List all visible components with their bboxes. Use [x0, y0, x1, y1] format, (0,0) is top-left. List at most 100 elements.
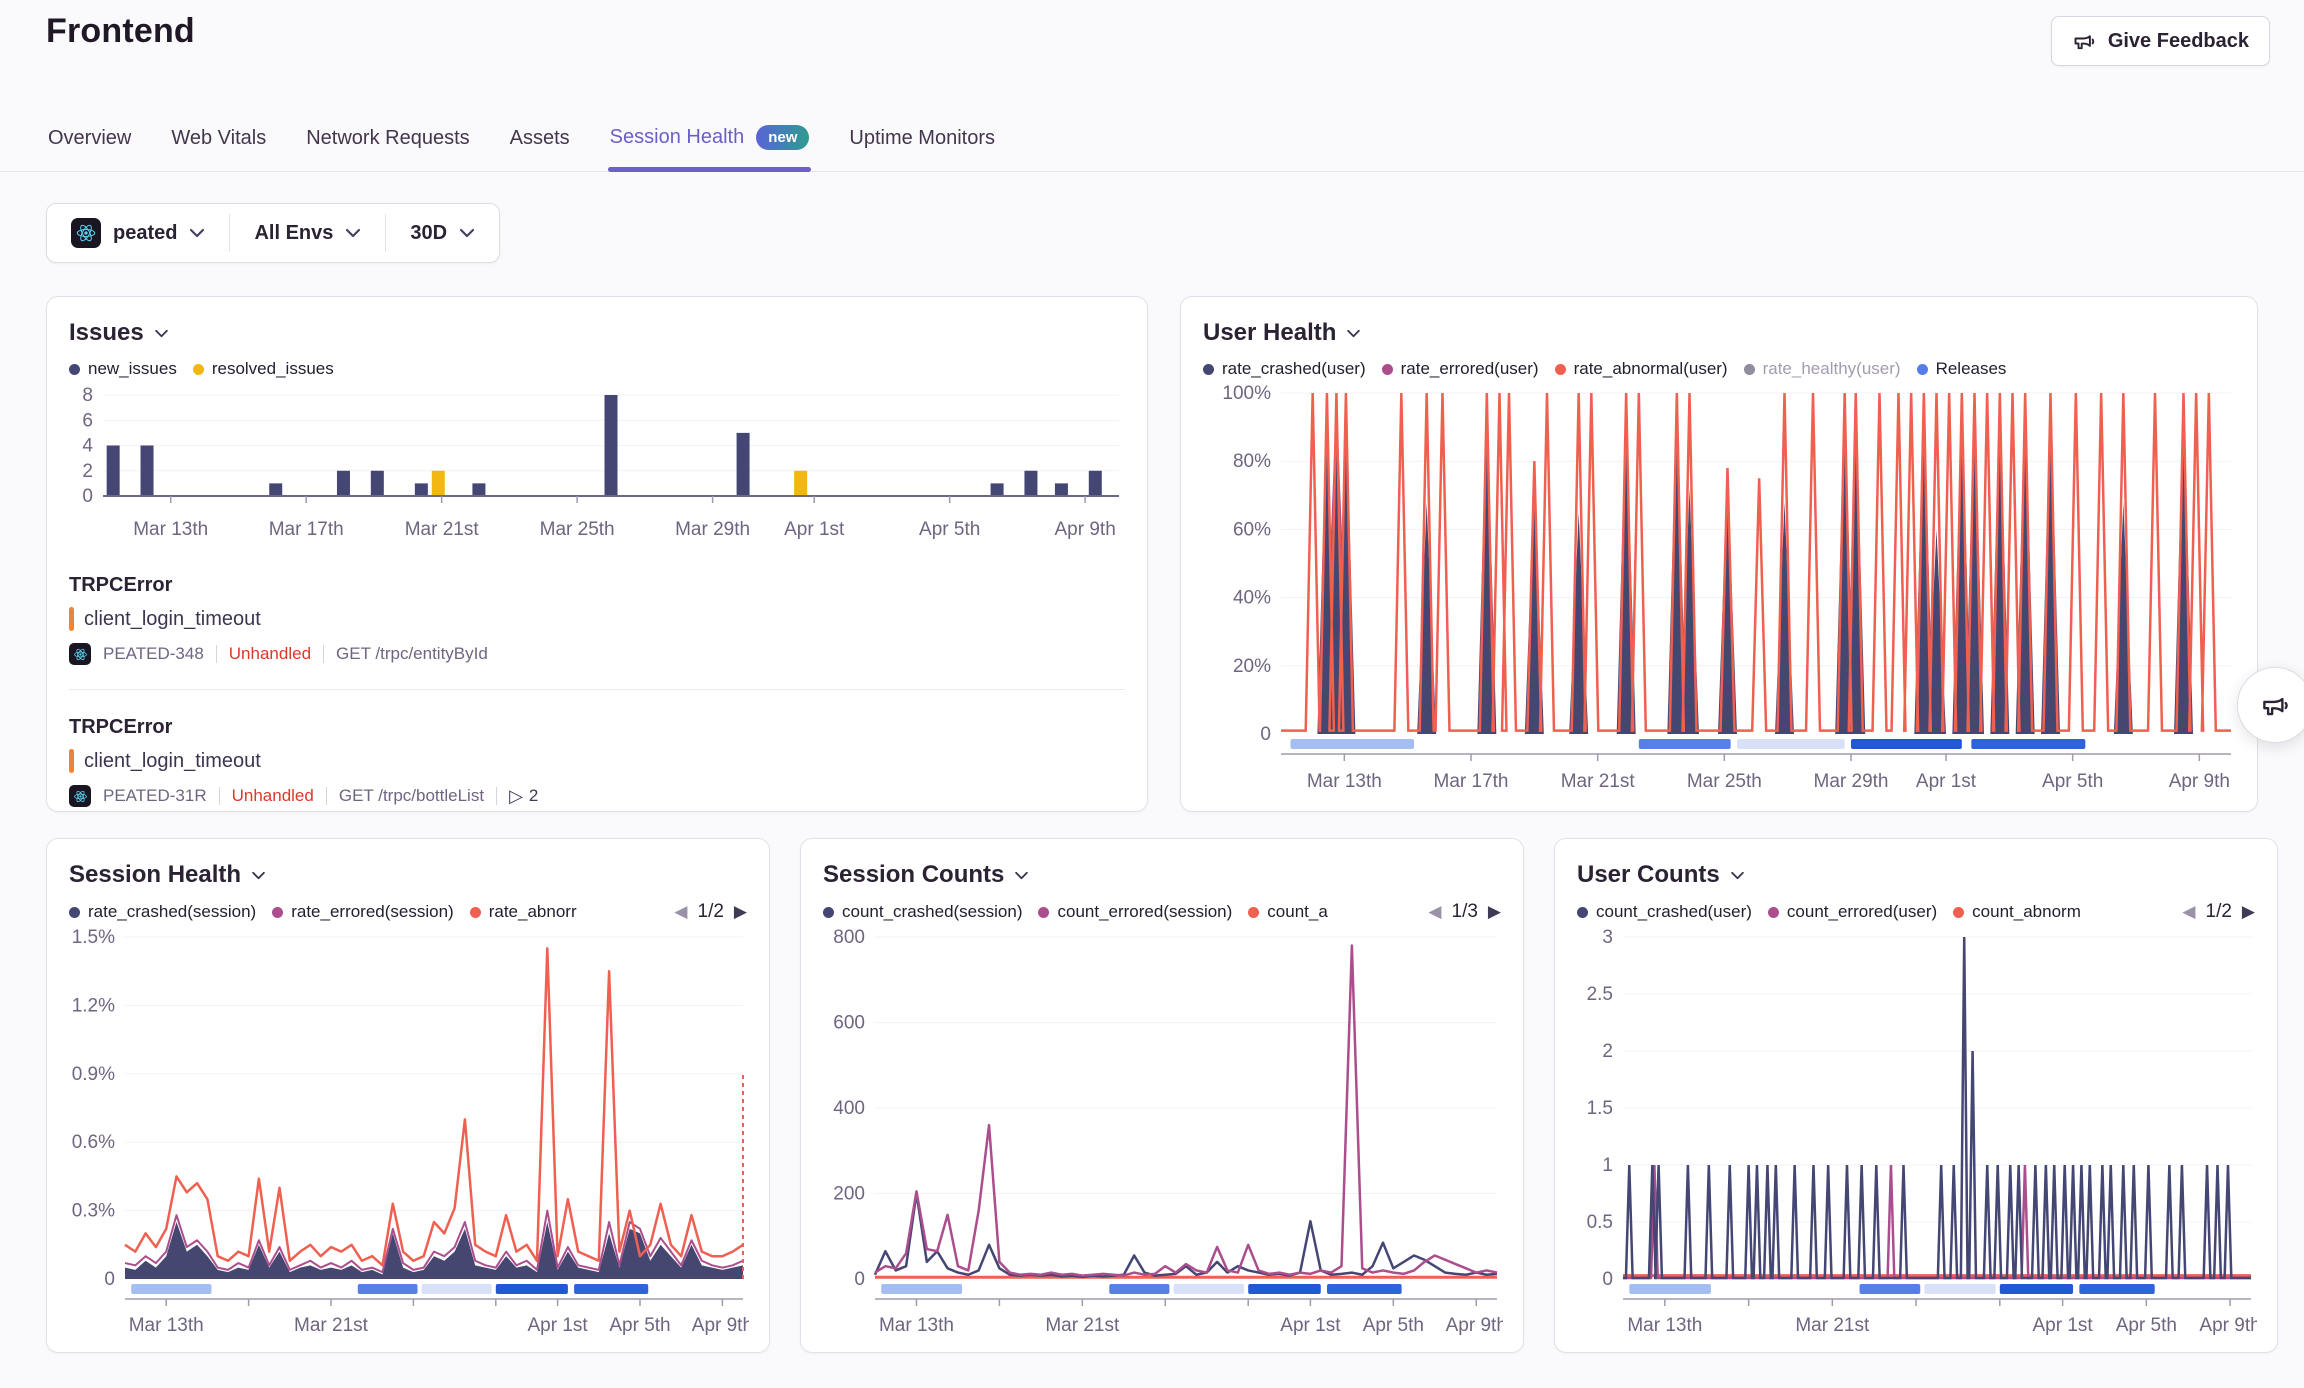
give-feedback-button[interactable]: Give Feedback [2050, 16, 2270, 66]
tab-overview[interactable]: Overview [46, 127, 133, 171]
session-counts-chart[interactable]: 0 200 400 600 800 Mar 13th Mar 21st Apr 1st Apr … [823, 927, 1503, 1339]
issue-culprit: client_login_timeout [84, 607, 261, 630]
legend-item-rate-abnormal-user[interactable]: rate_abnormal(user) [1554, 359, 1728, 379]
issue-transaction: GET /trpc/bottleList [338, 786, 485, 805]
unhandled-tag: Unhandled [228, 644, 312, 663]
svg-text:0: 0 [1260, 724, 1271, 745]
user-counts-title-dropdown[interactable]: User Counts [1577, 861, 1745, 889]
legend-label: count_a [1267, 902, 1328, 921]
legend-item-rate-abnormal-session[interactable]: rate_abnorr [469, 902, 577, 922]
svg-text:Apr 5th: Apr 5th [1363, 1315, 1424, 1336]
floating-feedback-button[interactable] [2237, 667, 2304, 743]
svg-text:Apr 9th: Apr 9th [1446, 1315, 1503, 1336]
svg-text:6: 6 [82, 410, 93, 431]
legend-pager-next[interactable]: ▶ [1487, 902, 1501, 921]
meta-divider [325, 787, 327, 805]
legend-label: rate_crashed(session) [88, 902, 257, 921]
legend-item-rate-errored-session[interactable]: rate_errored(session) [272, 902, 454, 922]
svg-text:Mar 21st: Mar 21st [1561, 771, 1636, 792]
legend-label: count_crashed(session) [842, 902, 1023, 921]
legend-pager: ◀ 1/3 ▶ [1428, 901, 1501, 923]
svg-text:Apr 9th: Apr 9th [1055, 519, 1116, 540]
issue-culprit-row: client_login_timeout [69, 749, 1125, 773]
session-health-panel: Session Health rate_crashed(session) rat… [46, 838, 770, 1353]
session-health-title-dropdown[interactable]: Session Health [69, 861, 266, 889]
legend-pager-next[interactable]: ▶ [2241, 902, 2255, 921]
svg-text:Mar 13th: Mar 13th [879, 1315, 954, 1336]
svg-text:Apr 9th: Apr 9th [692, 1315, 749, 1336]
issue-title-link[interactable]: TRPCError [69, 716, 173, 738]
user-health-chart[interactable]: 0 20% 40% 60% 80% 100% Mar 13th Mar 17th Mar 21s… [1203, 383, 2237, 803]
error-level-bar [69, 749, 74, 773]
tab-session-health[interactable]: Session Health new [607, 125, 812, 172]
environment-filter[interactable]: All Envs [230, 204, 385, 262]
replay-count-value: 2 [528, 786, 539, 805]
legend-label: Releases [1935, 359, 2007, 378]
tab-assets[interactable]: Assets [508, 127, 572, 171]
svg-text:200: 200 [833, 1184, 865, 1205]
issue-short-id: PEATED-31R [103, 786, 207, 805]
legend-pager-label: 1/3 [1451, 901, 1478, 922]
chevron-down-icon [190, 228, 205, 238]
legend-item-resolved-issues[interactable]: resolved_issues [192, 359, 334, 379]
page-filter-bar: peated All Envs 30D [46, 203, 501, 263]
legend-item-rate-healthy-user[interactable]: rate_healthy(user) [1743, 359, 1901, 379]
issues-legend: new_issues resolved_issues [69, 359, 1125, 379]
svg-text:3: 3 [1602, 927, 1613, 948]
react-platform-icon [71, 218, 101, 248]
project-filter[interactable]: peated [47, 204, 229, 262]
session-health-title: Session Health [69, 861, 242, 888]
date-range-filter[interactable]: 30D [386, 204, 499, 262]
session-health-legend: rate_crashed(session) rate_errored(sessi… [69, 901, 747, 923]
issues-panel-title-dropdown[interactable]: Issues [69, 319, 169, 347]
legend-item-releases[interactable]: Releases [1916, 359, 2007, 379]
svg-text:Mar 29th: Mar 29th [1814, 771, 1889, 792]
svg-text:Apr 1st: Apr 1st [1916, 771, 1977, 792]
tab-label: Overview [48, 127, 132, 149]
chevron-down-icon [1347, 329, 1361, 337]
chevron-down-icon [1730, 871, 1744, 879]
session-counts-title-dropdown[interactable]: Session Counts [823, 861, 1029, 889]
legend-item-rate-crashed-session[interactable]: rate_crashed(session) [69, 902, 256, 922]
svg-text:4: 4 [82, 436, 93, 457]
svg-text:0.9%: 0.9% [72, 1064, 115, 1085]
legend-pager-next[interactable]: ▶ [733, 902, 747, 921]
legend-item-rate-errored-user[interactable]: rate_errored(user) [1381, 359, 1539, 379]
user-counts-legend: count_crashed(user) count_errored(user) … [1577, 901, 2255, 923]
react-project-icon [69, 643, 91, 665]
svg-text:0: 0 [1602, 1269, 1613, 1290]
legend-pager-prev[interactable]: ◀ [674, 902, 688, 921]
legend-item-count-errored-user[interactable]: count_errored(user) [1767, 902, 1937, 922]
legend-item-rate-crashed-user[interactable]: rate_crashed(user) [1203, 359, 1366, 379]
legend-item-count-errored-session[interactable]: count_errored(session) [1038, 902, 1232, 922]
issue-item: TRPCError client_login_timeout PEATED-31… [69, 716, 1125, 807]
svg-text:800: 800 [833, 927, 865, 948]
user-counts-chart[interactable]: 0 0.5 1 1.5 2 2.5 3 Mar 13th Mar 21st Apr 1st Apr … [1577, 927, 2257, 1339]
session-health-chart[interactable]: 0 0.3% 0.6% 0.9% 1.2% 1.5% Mar 13th Mar 21st Apr… [69, 927, 749, 1339]
legend-label: resolved_issues [211, 359, 334, 378]
legend-label: rate_healthy(user) [1762, 359, 1901, 378]
svg-text:Mar 21st: Mar 21st [1795, 1315, 1870, 1336]
legend-item-count-abnormal-user[interactable]: count_abnorm [1953, 902, 2081, 922]
legend-item-count-abnormal-session[interactable]: count_a [1248, 902, 1328, 922]
meta-divider [218, 787, 220, 805]
svg-text:1.5: 1.5 [1587, 1098, 1613, 1119]
svg-text:0: 0 [104, 1269, 115, 1290]
legend-item-count-crashed-user[interactable]: count_crashed(user) [1577, 902, 1752, 922]
user-health-title-dropdown[interactable]: User Health [1203, 319, 1361, 347]
issues-bar-chart[interactable]: 0 2 4 6 8 Mar 13th Mar 17th Mar 21st Mar 25th Mar… [69, 383, 1127, 548]
issue-meta-row: PEATED-348 Unhandled GET /trpc/entityByI… [69, 643, 1125, 665]
tab-web-vitals[interactable]: Web Vitals [169, 127, 268, 171]
legend-item-new-issues[interactable]: new_issues [69, 359, 177, 379]
meta-divider [215, 645, 217, 663]
issue-title-link[interactable]: TRPCError [69, 574, 173, 596]
legend-pager-prev[interactable]: ◀ [2182, 902, 2196, 921]
svg-text:2.5: 2.5 [1587, 984, 1613, 1005]
legend-dot [823, 906, 834, 918]
legend-item-count-crashed-session[interactable]: count_crashed(session) [823, 902, 1022, 922]
legend-pager-prev[interactable]: ◀ [1428, 902, 1442, 921]
tab-network-requests[interactable]: Network Requests [304, 127, 471, 171]
tab-uptime-monitors[interactable]: Uptime Monitors [847, 127, 997, 171]
issue-culprit-row: client_login_timeout [69, 607, 1125, 631]
chevron-down-icon [1015, 871, 1029, 879]
